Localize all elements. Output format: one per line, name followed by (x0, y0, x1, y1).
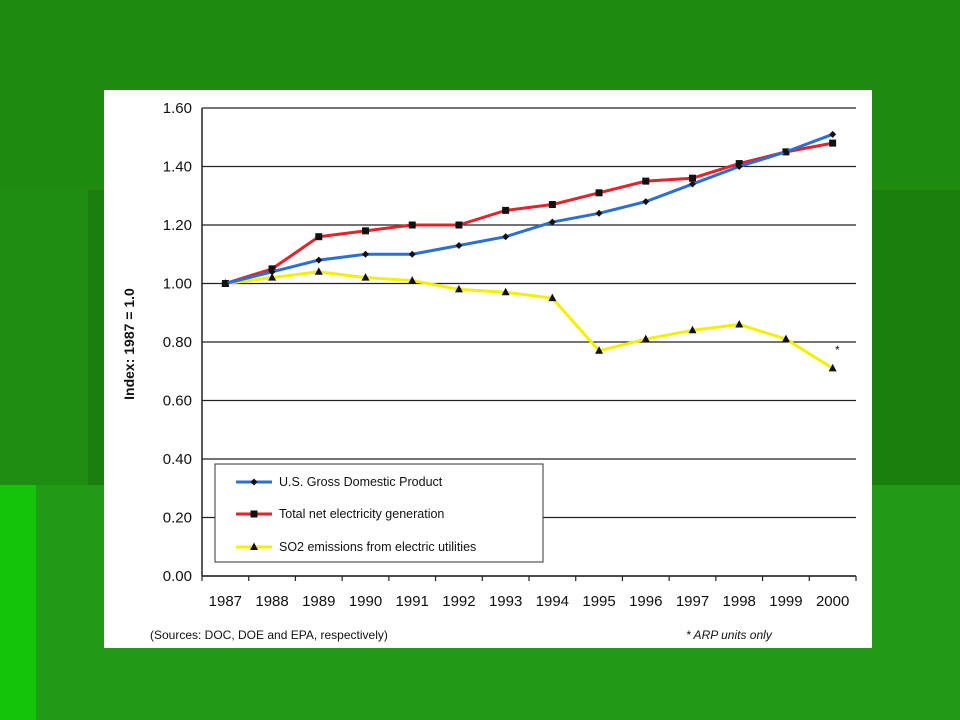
data-point-gdp (829, 130, 837, 138)
y-tick-label: 0.00 (163, 568, 192, 585)
chart-panel: 0.00 0.20 0.40 0.60 0.80 1.00 1.20 1.40 1.60 1987… (104, 90, 872, 648)
legend-marker-so2 (250, 542, 258, 550)
legend: U.S. Gross Domestic Product Total net el… (214, 463, 544, 563)
x-tick-label: 1996 (629, 593, 662, 610)
data-point-so2 (735, 319, 744, 328)
x-tick-label: 1991 (396, 593, 429, 610)
data-point-gdp (408, 250, 416, 258)
x-tick-label: 1998 (723, 593, 756, 610)
data-point-gdp (315, 256, 323, 264)
data-point-electricity (548, 201, 556, 209)
y-tick-label: 0.80 (163, 334, 192, 351)
data-point-electricity (315, 233, 323, 241)
series-line-electricity (224, 141, 833, 285)
line-chart: 0.00 0.20 0.40 0.60 0.80 1.00 1.20 1.40 1.60 1987… (121, 100, 857, 642)
x-tick-label: 1995 (582, 593, 615, 610)
x-tick-label: 1989 (302, 593, 335, 610)
legend-label-so2: SO2 emissions from electric utilities (279, 540, 476, 554)
data-point-so2 (641, 334, 650, 343)
annotation-asterisk: * (835, 343, 840, 357)
data-point-electricity (455, 221, 463, 229)
series-lines (221, 130, 837, 372)
y-tick-label: 1.60 (163, 100, 192, 117)
sources-footnote: (Sources: DOC, DOE and EPA, respectively… (150, 628, 388, 642)
x-tick-label: 1999 (769, 593, 802, 610)
x-tick-label: 1990 (349, 593, 382, 610)
background-band-left (0, 485, 36, 720)
data-point-so2 (501, 287, 510, 296)
data-point-so2 (268, 273, 277, 281)
y-tick-label: 1.40 (163, 159, 192, 176)
y-axis-label: Index: 1987 = 1.0 (121, 288, 137, 400)
data-point-gdp (502, 233, 510, 241)
y-tick-label: 1.20 (163, 217, 192, 234)
data-point-gdp (735, 163, 743, 170)
data-point-gdp (362, 250, 369, 258)
x-tick-label: 1993 (489, 593, 522, 610)
x-tick-label: 1997 (676, 593, 709, 610)
x-tick-label: 1992 (442, 593, 475, 610)
data-point-gdp (221, 280, 229, 287)
data-point-gdp (595, 209, 603, 217)
data-point-gdp (689, 180, 696, 188)
data-point-electricity (642, 177, 650, 185)
data-point-electricity (502, 206, 510, 214)
data-point-so2 (781, 334, 790, 343)
data-point-so2 (688, 325, 697, 334)
legend-label-gdp: U.S. Gross Domestic Product (279, 475, 443, 489)
legend-marker-electricity (250, 510, 258, 518)
data-point-so2 (595, 346, 604, 354)
tick-labels: 0.00 0.20 0.40 0.60 0.80 1.00 1.20 1.40 1.60 1987… (163, 100, 850, 610)
data-point-electricity (829, 139, 837, 147)
data-point-so2 (454, 284, 463, 293)
x-tick-label: 1988 (255, 593, 288, 610)
legend-marker-gdp (250, 478, 258, 486)
y-tick-label: 0.40 (163, 451, 192, 468)
legend-label-electricity: Total net electricity generation (279, 507, 444, 521)
data-point-electricity (595, 189, 603, 197)
data-point-gdp (642, 198, 650, 206)
x-tick-label: 1994 (536, 593, 569, 610)
data-point-so2 (548, 293, 557, 302)
data-point-so2 (314, 267, 323, 275)
data-point-so2 (361, 273, 370, 281)
data-point-so2 (408, 276, 417, 284)
data-point-gdp (268, 268, 276, 276)
y-tick-label: 0.20 (163, 510, 192, 527)
data-point-electricity (689, 174, 696, 182)
data-point-gdp (455, 241, 463, 249)
x-tick-label: 2000 (816, 593, 849, 610)
data-point-gdp (782, 148, 790, 156)
series-line-gdp (224, 132, 834, 285)
y-tick-label: 1.00 (163, 276, 192, 293)
axes (201, 108, 857, 581)
data-point-so2 (828, 363, 837, 372)
x-tick-label: 1987 (209, 593, 242, 610)
data-point-electricity (408, 221, 416, 229)
data-point-electricity (362, 227, 369, 235)
arp-footnote: * ARP units only (686, 628, 773, 642)
series-line-so2 (225, 270, 834, 370)
data-point-gdp (548, 218, 556, 226)
y-tick-label: 0.60 (163, 393, 192, 410)
